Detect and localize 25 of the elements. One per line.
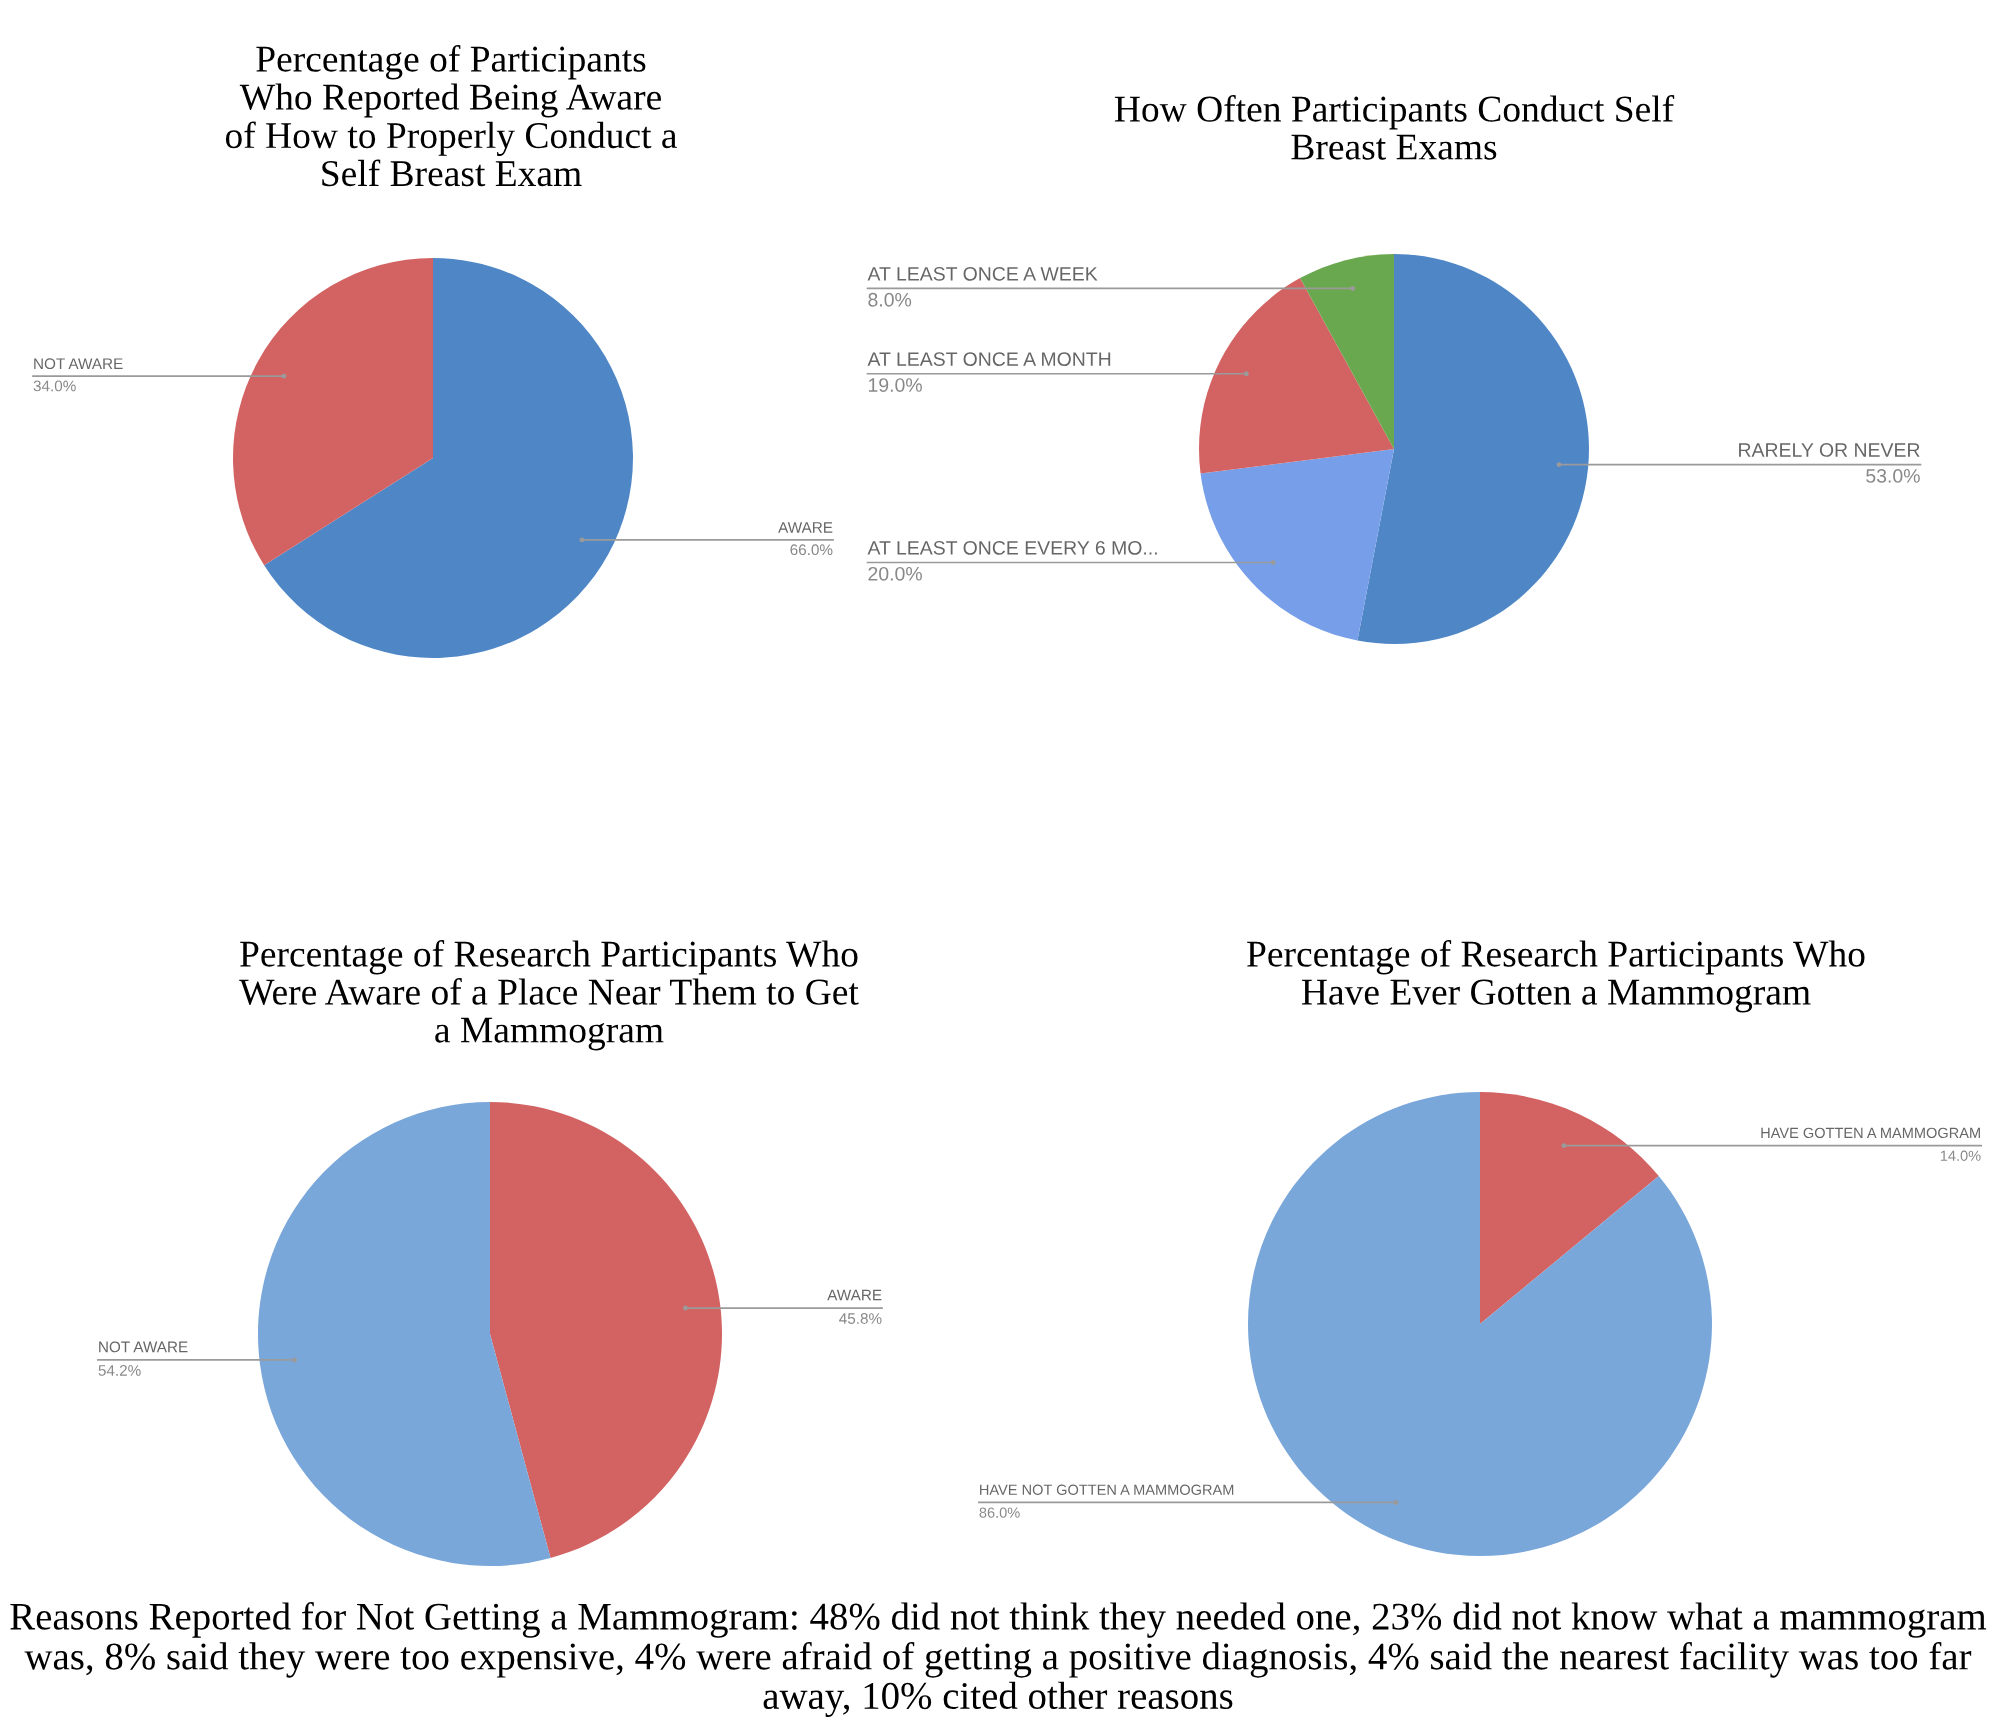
data-label: 66.0% xyxy=(790,544,833,556)
slice-label: AT LEAST ONCE EVERY 6 MO... xyxy=(867,540,1157,555)
chart-title: Percentage of Research Participants Who Have Ever Gotten a Mammogram xyxy=(1247,940,1865,1013)
slice-label: RARELY OR NEVER xyxy=(1739,443,1920,457)
slice-label: NOT AWARE xyxy=(99,1341,188,1353)
data-label: 54.2% xyxy=(98,1364,141,1376)
data-label: 53.0% xyxy=(1866,469,1920,483)
text: Reasons Reported for Not Getting a Mammogram: 48% did not think they needed one, 23% did not know what a mammogram was, 8% said they were too expensive, 4% were afraid of getting a positive diagnosis, 4% said the nearest facility was too far away, 10% cited other reasons xyxy=(10,1602,1987,1718)
slice-label: AT LEAST ONCE A WEEK xyxy=(867,266,1098,281)
data-label: 20.0% xyxy=(868,566,922,581)
slice-label: AT LEAST ONCE A MONTH xyxy=(867,352,1111,367)
chart-title: How Often Participants Conduct Self Breast Exams xyxy=(1114,95,1675,160)
data-label: 14.0% xyxy=(1940,1150,1981,1161)
data-label: 45.8% xyxy=(839,1313,882,1324)
data-label: 8.0% xyxy=(868,292,912,307)
chart-title: Percentage of Research Participants Who Were Aware of a Place Near Them to Get a Mammogram xyxy=(239,940,859,1051)
slice-label: HAVE GOTTEN A MAMMOGRAM xyxy=(1761,1127,1980,1139)
slice-label: AWARE xyxy=(827,1289,882,1301)
chart-title: Percentage of Participants Who Reported Being Aware of How to Properly Conduct a Self Breast Exam xyxy=(225,45,678,187)
data-label: 86.0% xyxy=(979,1507,1020,1518)
slice-label: HAVE NOT GOTTEN A MAMMOGRAM xyxy=(980,1484,1234,1495)
slice-label: NOT AWARE xyxy=(34,358,123,370)
data-label: 19.0% xyxy=(868,378,922,392)
slice-label: AWARE xyxy=(778,522,833,533)
data-label: 34.0% xyxy=(33,380,76,392)
